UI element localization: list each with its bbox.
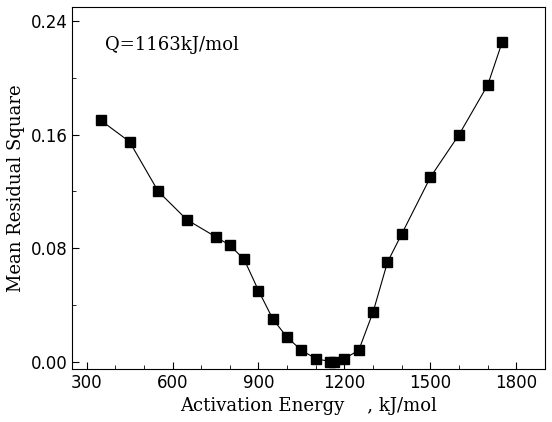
X-axis label: Activation Energy    , kJ/mol: Activation Energy , kJ/mol	[180, 397, 437, 415]
Y-axis label: Mean Residual Square: Mean Residual Square	[7, 84, 25, 292]
Text: Q=1163kJ/mol: Q=1163kJ/mol	[105, 36, 239, 54]
